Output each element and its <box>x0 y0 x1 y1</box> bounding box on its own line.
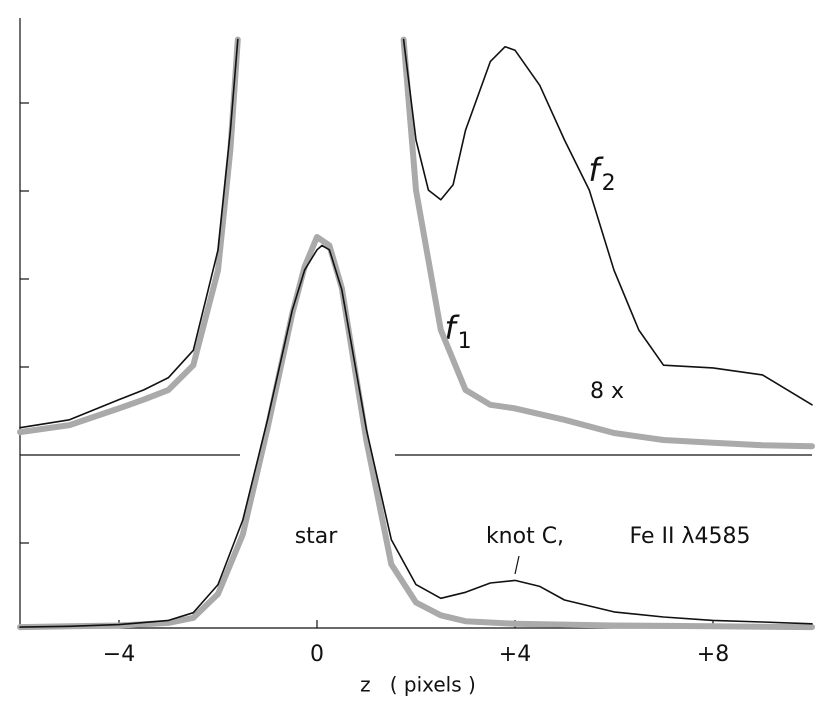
label-sub: 1 <box>458 329 472 354</box>
x-tick-label: 0 <box>310 642 324 667</box>
x-tick-label: +4 <box>499 642 531 667</box>
data-line <box>19 38 813 429</box>
x-tick-label: +8 <box>697 642 729 667</box>
data-line <box>19 244 813 628</box>
star-label: star <box>295 524 339 549</box>
data-line <box>17 36 815 450</box>
f2-label: f2 <box>588 151 615 196</box>
knot-label: knot C, <box>486 524 564 549</box>
x-axis-label: z ( pixels ) <box>360 673 476 697</box>
data-line <box>17 234 815 631</box>
line-label: Fe II λ4585 <box>630 524 751 549</box>
x-tick-label: −4 <box>103 642 135 667</box>
knot-pointer <box>514 555 520 575</box>
scale-label: 8 x <box>590 379 624 404</box>
label-sub: 2 <box>602 171 616 196</box>
